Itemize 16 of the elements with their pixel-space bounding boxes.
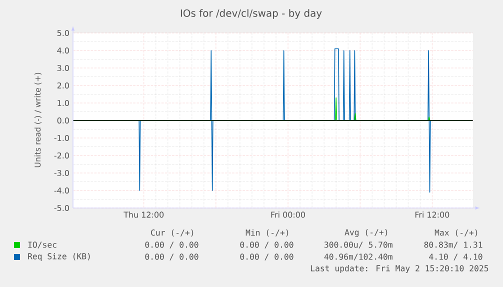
- text: 0.00 / 0.00: [145, 242, 198, 248]
- text: 0.00 / 0.00: [240, 242, 294, 248]
- text: 40.96m/102.40m: [324, 254, 392, 260]
- text: Last update: Fri May 2 15:20:10 2025: [310, 265, 488, 273]
- text: 300.00u/ 5.70m: [324, 242, 392, 248]
- text: 80.83m/ 1.31: [424, 242, 482, 248]
- text: Max (-/+): [434, 229, 478, 237]
- legend-label: Req Size (KB): [28, 253, 90, 261]
- chart-title: IOs for /dev/cl/swap - by day: [180, 9, 322, 19]
- text: 4.10 / 4.10: [429, 254, 482, 260]
- text: Min (-/+): [246, 229, 288, 237]
- text: 0.00 / 0.00: [240, 254, 294, 260]
- text: Cur (-/+): [151, 229, 194, 237]
- text: 0.00 / 0.00: [145, 254, 198, 260]
- text: Avg (-/+): [344, 229, 388, 237]
- legend-label: IO/sec: [28, 242, 56, 248]
